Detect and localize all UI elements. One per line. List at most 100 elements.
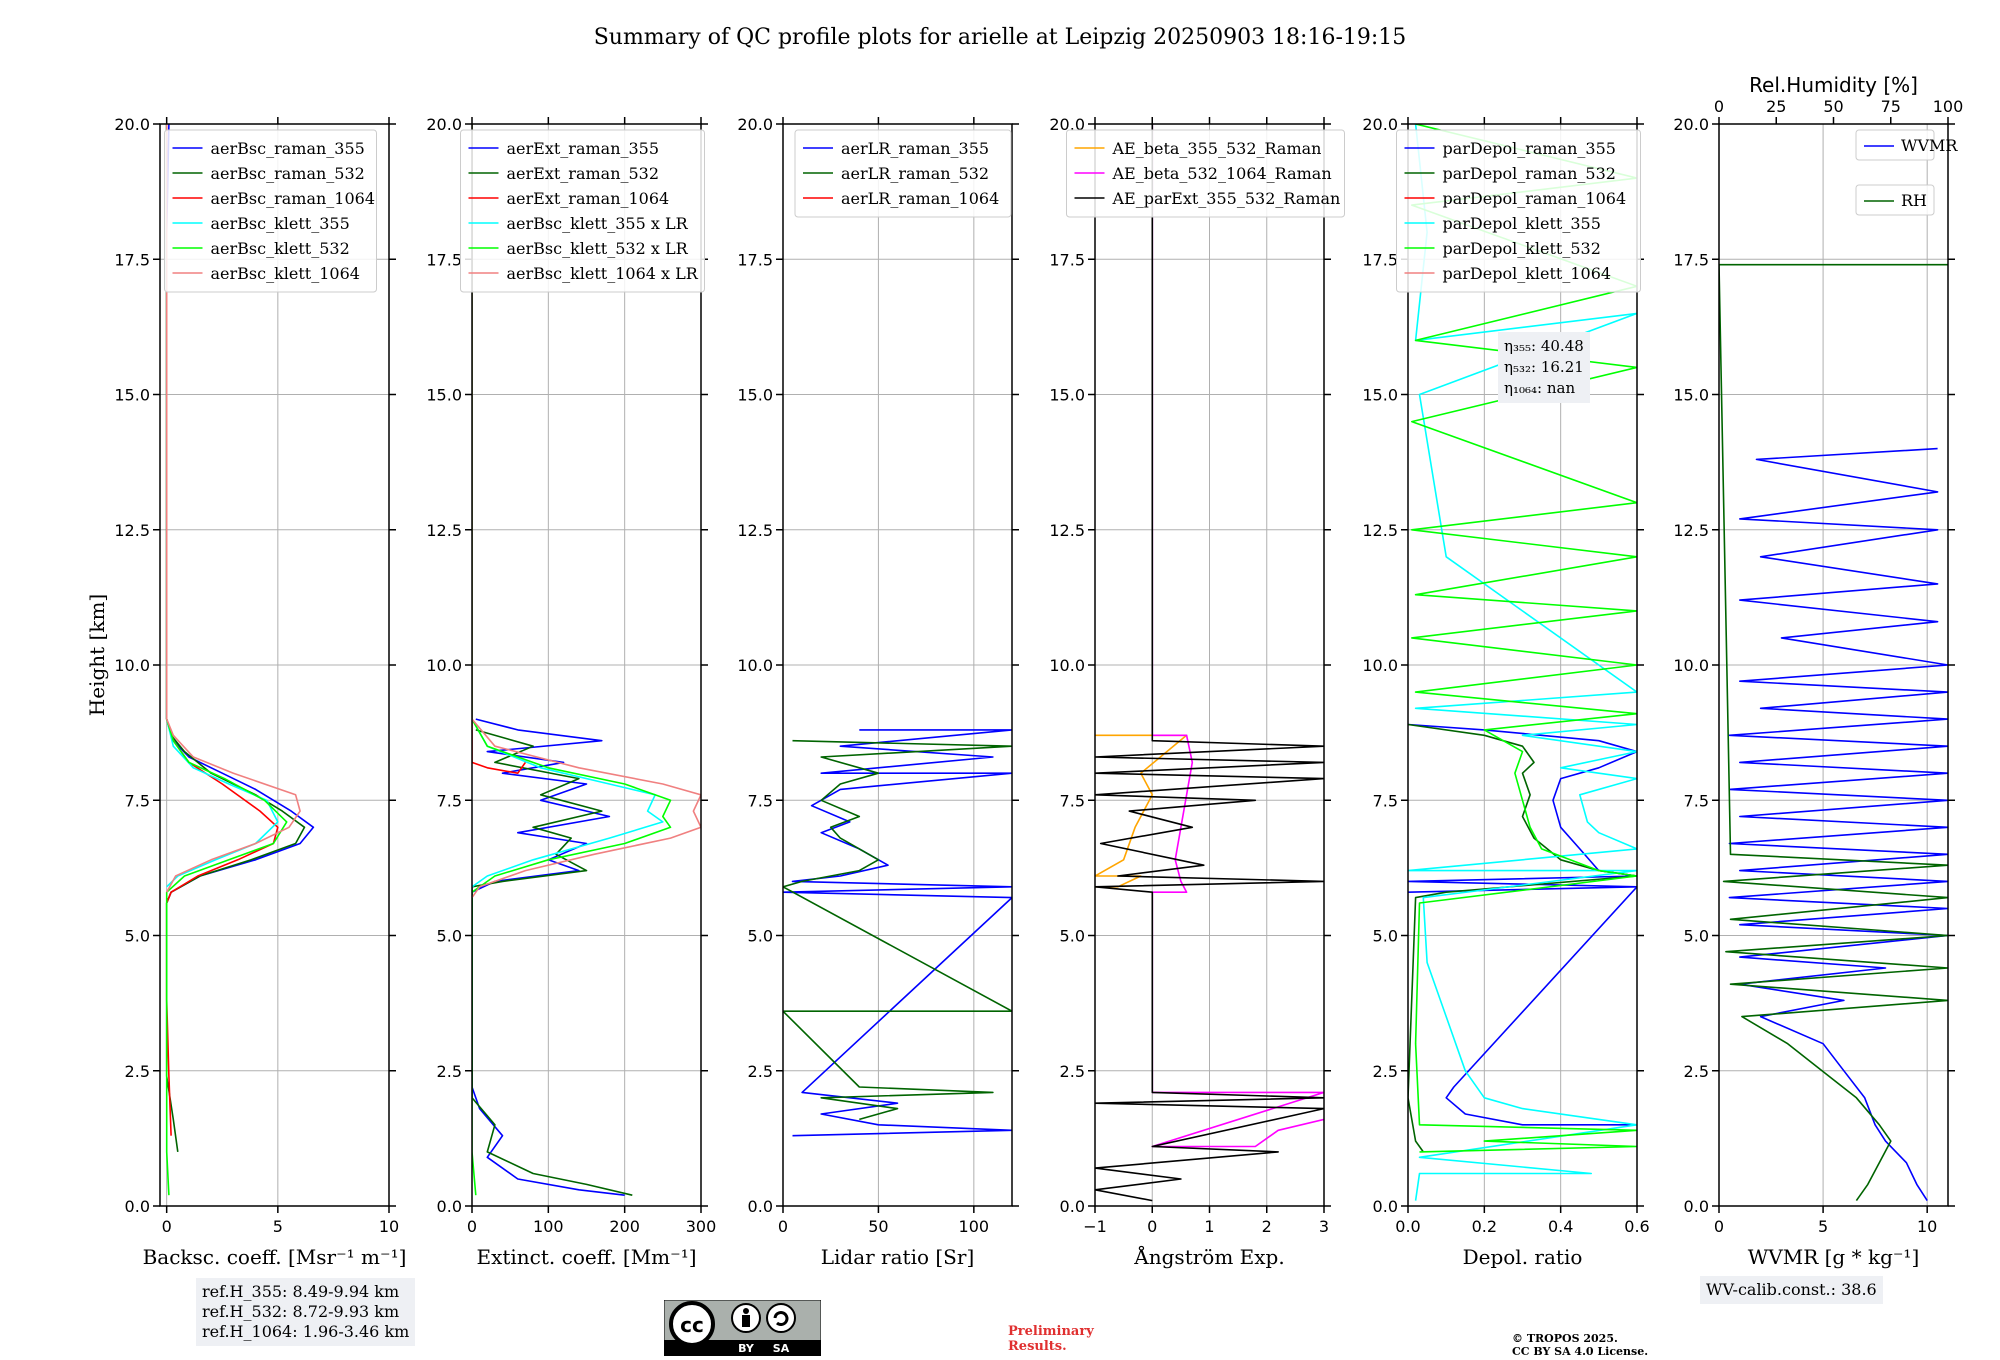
legend-label: aerBsc_raman_532 — [211, 164, 365, 183]
preliminary-note: Preliminary Results. — [1008, 1324, 1094, 1354]
x-tick-label: 100 — [959, 1217, 990, 1236]
y-tick-label: 20.0 — [1049, 115, 1085, 134]
axes-frame — [471, 123, 702, 1207]
y-tick-label: 0.0 — [1060, 1197, 1085, 1216]
legend-label: AE_beta_355_532_Raman — [1112, 139, 1322, 158]
y-tick-label: 20.0 — [114, 115, 150, 134]
y-tick-label: 12.5 — [114, 521, 150, 540]
legend-label: aerBsc_raman_1064 — [211, 189, 376, 208]
y-tick-label: 10.0 — [737, 656, 773, 675]
wv-calib-const: WV-calib.const.: 38.6 — [1706, 1280, 1877, 1299]
axes-frame — [1094, 123, 1325, 1207]
y-tick-label: 10.0 — [1673, 656, 1709, 675]
y-tick-label: 7.5 — [1060, 791, 1085, 810]
x-tick-label: 300 — [686, 1217, 717, 1236]
y-tick-label: 2.5 — [1373, 1062, 1398, 1081]
series-parDepol_raman_532 — [1408, 723, 1637, 1153]
top-x-tick-label: 50 — [1823, 97, 1843, 116]
x-tick-label: 0.2 — [1472, 1217, 1497, 1236]
y-tick-label: 12.5 — [1049, 521, 1085, 540]
cc-by-label: BY — [738, 1342, 755, 1355]
series-aerBsc_klett_1064 — [165, 124, 301, 893]
axes-frame — [1407, 123, 1638, 1207]
legend-label: aerExt_raman_1064 — [507, 189, 670, 208]
cc-sa-label: SA — [773, 1342, 790, 1355]
y-tick-label: 7.5 — [125, 791, 150, 810]
panel-6: 0.02.55.07.510.012.515.017.520.00 5 100 25 5… — [1673, 73, 1963, 1269]
legend-label: parDepol_klett_355 — [1443, 214, 1601, 233]
y-tick-label: 15.0 — [426, 386, 462, 405]
series-aerLR_raman_532 — [783, 739, 1012, 1121]
series-WVMR — [1728, 447, 1948, 1202]
y-tick-label: 17.5 — [1673, 250, 1709, 269]
legend-box — [794, 129, 1012, 218]
y-tick-label: 12.5 — [1362, 521, 1398, 540]
legend: WVMR RH — [1855, 129, 1958, 216]
y-tick-label: 5.0 — [125, 927, 150, 946]
y-tick-label: 0.0 — [125, 1197, 150, 1216]
y-tick-label: 15.0 — [114, 386, 150, 405]
x-tick-label: 2 — [1262, 1217, 1272, 1236]
y-tick-label: 12.5 — [426, 521, 462, 540]
series-aerExt_raman_355 — [472, 718, 625, 1196]
series-group — [1095, 124, 1324, 1202]
x-tick-label: 0.4 — [1548, 1217, 1573, 1236]
series-group — [165, 124, 315, 1196]
panel-2: 0.0 2.5 5.0 7.5 10.0 12.5 15.0 17.5 20.0 0 100 200 3… — [426, 115, 716, 1269]
legend-label: WVMR — [1901, 136, 1958, 155]
y-tick-label: 2.5 — [437, 1062, 462, 1081]
series-aerBsc_klett_1064 x LR — [472, 124, 701, 899]
copyright-note: © TROPOS 2025. CC BY SA 4.0 License. — [1512, 1332, 1648, 1358]
series-group — [1719, 263, 1948, 1202]
series-parDepol_raman_355 — [1408, 723, 1637, 1126]
x-tick-label: 0 — [1714, 1217, 1724, 1236]
y-tick-label: 2.5 — [125, 1062, 150, 1081]
legend-box — [1396, 129, 1641, 293]
y-tick-label: 2.5 — [748, 1062, 773, 1081]
y-tick-label: 17.5 — [114, 250, 150, 269]
series-aerBsc_klett_355 — [165, 124, 279, 888]
legend: parDepol_raman_355 parDepol_raman_532 parD… — [1396, 129, 1641, 293]
y-tick-label: 5.0 — [1060, 927, 1085, 946]
legend-label: aerBsc_klett_532 x LR — [507, 239, 689, 258]
y-tick-label: 15.0 — [737, 386, 773, 405]
top-x-tick-label: 75 — [1881, 97, 1901, 116]
legend-label: aerExt_raman_355 — [507, 139, 660, 158]
y-tick-label: 20.0 — [1362, 115, 1398, 134]
series-AE_parExt_355_532_Raman — [1095, 124, 1324, 1202]
legend-label: aerBsc_klett_1064 — [211, 264, 360, 283]
y-tick-label: 17.5 — [1362, 250, 1398, 269]
preliminary-line-1: Preliminary — [1008, 1324, 1094, 1339]
y-tick-label: 0.0 — [748, 1197, 773, 1216]
y-tick-label: 7.5 — [1684, 791, 1709, 810]
x-tick-label: 100 — [533, 1217, 564, 1236]
cc-mark: cc — [680, 1313, 704, 1337]
copyright-line-2: CC BY SA 4.0 License. — [1512, 1345, 1649, 1358]
y-axis-label: Height [km] — [85, 594, 109, 716]
ref-height-532: ref.H_532: 8.72-9.93 km — [202, 1302, 400, 1321]
x-tick-label: 10 — [1917, 1217, 1937, 1236]
legend: AE_beta_355_532_Raman AE_beta_532_1064_Ra… — [1066, 129, 1345, 218]
x-tick-label: 3 — [1319, 1217, 1329, 1236]
y-tick-label: 7.5 — [748, 791, 773, 810]
legend-label: parDepol_raman_355 — [1443, 139, 1616, 158]
ref-height-355: ref.H_355: 8.49-9.94 km — [202, 1282, 400, 1301]
y-tick-label: 0.0 — [1373, 1197, 1398, 1216]
y-tick-label: 7.5 — [1373, 791, 1398, 810]
legend-label: AE_parExt_355_532_Raman — [1112, 189, 1341, 208]
x-axis-label: WVMR [g * kg⁻¹] — [1748, 1245, 1920, 1269]
eta-355: η₃₅₅: 40.48 — [1504, 337, 1584, 355]
y-tick-label: 2.5 — [1684, 1062, 1709, 1081]
y-tick-label: 17.5 — [737, 250, 773, 269]
legend-box — [1066, 129, 1345, 218]
series-parDepol_klett_532 — [1411, 124, 1637, 1153]
axes-frame — [1718, 123, 1949, 1207]
panel-4: 0.0 2.5 5.0 7.5 10.0 12.5 15.0 17.5 20.0 −1 0 1 2 3 Ån… — [1049, 115, 1345, 1269]
y-tick-label: 10.0 — [1049, 656, 1085, 675]
x-tick-label: 0 — [467, 1217, 477, 1236]
preliminary-line-2: Results. — [1008, 1339, 1067, 1354]
y-tick-label: 5.0 — [748, 927, 773, 946]
x-tick-label: 0 — [1147, 1217, 1157, 1236]
legend-box — [1855, 129, 1935, 161]
